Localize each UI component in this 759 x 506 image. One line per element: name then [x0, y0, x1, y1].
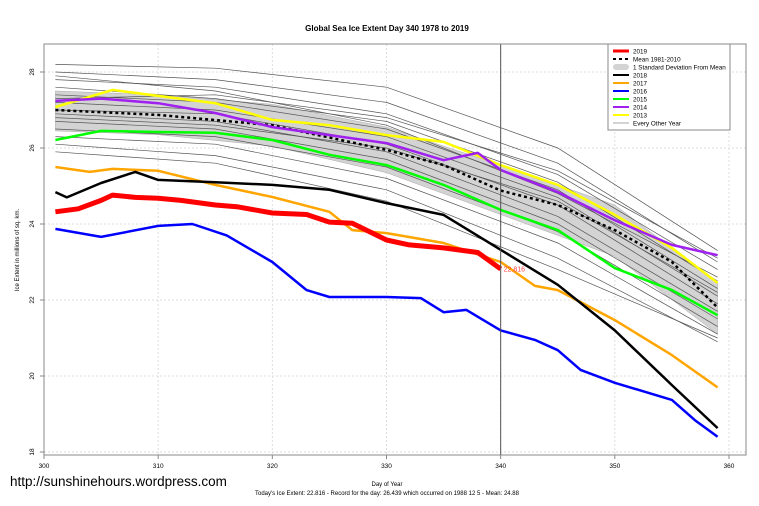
other-year-line	[55, 75, 718, 278]
other-year-line	[55, 102, 718, 297]
series-line-2016	[55, 222, 719, 438]
x-tick-label: 330	[381, 463, 392, 470]
plot-frame	[43, 43, 747, 456]
y-tick-label: 24	[29, 220, 36, 228]
other-year-line	[55, 94, 718, 289]
other-year-line	[55, 79, 718, 270]
x-tick-label: 320	[267, 463, 278, 470]
other-year-line	[55, 143, 718, 343]
x-tick-label: 360	[724, 463, 735, 470]
legend-label: 2018	[633, 72, 648, 79]
other-year-line	[55, 117, 718, 293]
legend-label: 1 Standard Deviation From Mean	[633, 64, 726, 71]
y-tick-label: 22	[29, 296, 36, 304]
other-year-line	[55, 86, 718, 282]
legend-label: 2019	[633, 48, 648, 55]
series-line-2014	[55, 97, 718, 257]
y-tick-label: 26	[29, 144, 36, 152]
other-year-line	[55, 64, 718, 251]
other-year-line	[55, 121, 718, 320]
legend-swatch	[613, 64, 629, 70]
legend-label: 2015	[633, 96, 648, 103]
legend-label: 2017	[633, 80, 648, 87]
x-tick-label: 340	[495, 463, 506, 470]
watermark-url: http://sunshinehours.wordpress.com	[10, 474, 227, 489]
legend-label: Every Other Year	[633, 120, 681, 127]
legend-label: 2013	[633, 112, 648, 119]
series-line-2018	[54, 170, 719, 430]
legend-label: 2016	[633, 88, 648, 95]
x-tick-label: 300	[39, 463, 50, 470]
x-tick-label: 350	[609, 463, 620, 470]
legend-label: 2014	[633, 104, 648, 111]
current-value-label: 22.816	[504, 266, 526, 273]
footer-text: Today's Ice Extent: 22.816 - Record for …	[255, 491, 520, 497]
series-line-2015	[55, 129, 719, 317]
x-axis-label: Day of Year	[371, 482, 402, 488]
y-tick-label: 20	[29, 372, 36, 380]
legend-label: Mean 1981-2010	[633, 56, 681, 63]
chart-title: Global Sea Ice Extent Day 340 1978 to 20…	[305, 24, 469, 33]
axes: 300 310 320 330 340 350 360 18 20 22 24 26 28	[29, 68, 735, 470]
y-tick-label: 18	[29, 448, 36, 456]
other-year-line	[55, 151, 718, 339]
other-year-line	[55, 136, 718, 335]
series-line-2013	[55, 88, 719, 284]
highlight-series	[54, 88, 719, 438]
other-years-lines	[55, 64, 718, 343]
series-line-2019	[55, 192, 503, 272]
other-year-line	[55, 71, 718, 263]
other-year-line	[55, 128, 718, 327]
x-tick-label: 310	[153, 463, 164, 470]
y-axis-label: Ice Extent in millions of sq. km.	[15, 208, 21, 291]
y-tick-label: 28	[29, 68, 36, 76]
other-year-line	[55, 113, 718, 312]
